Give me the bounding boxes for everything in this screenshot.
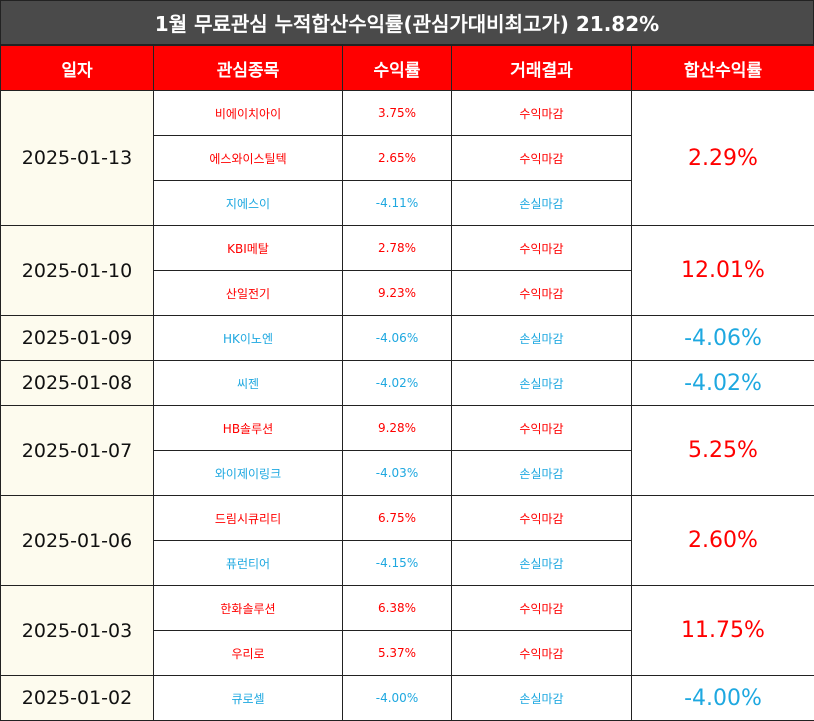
total-return-cell: -4.06% [631, 315, 814, 361]
date-cell: 2025-01-06 [0, 495, 154, 586]
total-return-cell: 11.75% [631, 585, 814, 676]
result-cell: 손실마감 [451, 315, 632, 361]
table-row: 우리로 5.37% 수익마감 [1, 630, 814, 676]
stock-cell: 비에이치아이 [153, 90, 343, 136]
header-date: 일자 [0, 45, 154, 91]
return-cell: 2.65% [342, 135, 452, 181]
stock-cell: 와이제이링크 [153, 450, 343, 496]
table-row: 2025-01-10 KBI메탈 2.78% 수익마감 12.01% [0, 225, 814, 316]
date-cell: 2025-01-07 [0, 405, 154, 496]
date-cell: 2025-01-13 [0, 90, 154, 226]
return-cell: 6.38% [342, 585, 452, 631]
result-cell: 수익마감 [451, 270, 632, 316]
date-cell: 2025-01-02 [0, 675, 154, 721]
header-return: 수익률 [342, 45, 452, 91]
stock-cell: 지에스이 [153, 180, 343, 226]
table-row: 2025-01-13 비에이치아이 3.75% 수익마감 2.29% [0, 90, 814, 226]
total-return-cell: -4.02% [631, 360, 814, 406]
table-row: 지에스이 -4.11% 손실마감 [1, 180, 814, 226]
result-cell: 손실마감 [451, 675, 632, 721]
date-cell: 2025-01-03 [0, 585, 154, 676]
return-cell: -4.03% [342, 450, 452, 496]
return-cell: -4.15% [342, 540, 452, 586]
total-return-cell: 2.60% [631, 495, 814, 586]
table-row: 2025-01-03 한화솔루션 6.38% 수익마감 11.75% [0, 585, 814, 676]
return-cell: 3.75% [342, 90, 452, 136]
return-cell: 9.23% [342, 270, 452, 316]
stock-cell: KBI메탈 [153, 225, 343, 271]
result-cell: 수익마감 [451, 630, 632, 676]
header-stock: 관심종목 [153, 45, 343, 91]
stock-cell: 에스와이스틸텍 [153, 135, 343, 181]
result-cell: 손실마감 [451, 540, 632, 586]
header-row: 일자 관심종목 수익률 거래결과 합산수익률 [0, 45, 814, 91]
return-cell: 5.37% [342, 630, 452, 676]
table-row: 2025-01-08 씨젠 -4.02% 손실마감 -4.02% [0, 360, 814, 406]
return-cell: 2.78% [342, 225, 452, 271]
result-cell: 수익마감 [451, 225, 632, 271]
table-row: 와이제이링크 -4.03% 손실마감 [1, 450, 814, 496]
total-return-cell: 2.29% [631, 90, 814, 226]
return-cell: -4.00% [342, 675, 452, 721]
return-cell: -4.02% [342, 360, 452, 406]
stock-cell: 한화솔루션 [153, 585, 343, 631]
table-row: 2025-01-02 큐로셀 -4.00% 손실마감 -4.00% [0, 675, 814, 721]
total-return-cell: 12.01% [631, 225, 814, 316]
header-total: 합산수익률 [631, 45, 814, 91]
stock-cell: HK이노엔 [153, 315, 343, 361]
table-row: 2025-01-09 HK이노엔 -4.06% 손실마감 -4.06% [0, 315, 814, 361]
page-title: 1월 무료관심 누적합산수익률(관심가대비최고가) 21.82% [0, 0, 814, 45]
stock-cell: 산일전기 [153, 270, 343, 316]
result-cell: 수익마감 [451, 495, 632, 541]
date-cell: 2025-01-09 [0, 315, 154, 361]
total-return-cell: 5.25% [631, 405, 814, 496]
stock-cell: 드림시큐리티 [153, 495, 343, 541]
total-return-cell: -4.00% [631, 675, 814, 721]
result-cell: 수익마감 [451, 405, 632, 451]
table-row: 퓨런티어 -4.15% 손실마감 [1, 540, 814, 586]
table-body: 2025-01-13 비에이치아이 3.75% 수익마감 2.29% 에스와이스틸텍 2.6… [0, 90, 814, 721]
date-cell: 2025-01-08 [0, 360, 154, 406]
result-cell: 손실마감 [451, 180, 632, 226]
header-result: 거래결과 [451, 45, 632, 91]
result-cell: 수익마감 [451, 135, 632, 181]
stock-cell: 큐로셀 [153, 675, 343, 721]
table-row: 2025-01-07 HB솔루션 9.28% 수익마감 5.25% [0, 405, 814, 496]
result-cell: 손실마감 [451, 450, 632, 496]
stock-cell: HB솔루션 [153, 405, 343, 451]
result-cell: 손실마감 [451, 360, 632, 406]
stock-cell: 씨젠 [153, 360, 343, 406]
table-row: 2025-01-06 드림시큐리티 6.75% 수익마감 2.60% [0, 495, 814, 586]
result-cell: 수익마감 [451, 90, 632, 136]
return-cell: -4.06% [342, 315, 452, 361]
date-cell: 2025-01-10 [0, 225, 154, 316]
returns-table: 일자 관심종목 수익률 거래결과 합산수익률 2025-01-13 비에이치아이 3… [0, 45, 814, 721]
result-cell: 수익마감 [451, 585, 632, 631]
return-cell: 6.75% [342, 495, 452, 541]
stock-cell: 우리로 [153, 630, 343, 676]
stock-cell: 퓨런티어 [153, 540, 343, 586]
table-row: 산일전기 9.23% 수익마감 [1, 270, 814, 316]
return-cell: -4.11% [342, 180, 452, 226]
table-row: 에스와이스틸텍 2.65% 수익마감 [1, 135, 814, 181]
return-cell: 9.28% [342, 405, 452, 451]
